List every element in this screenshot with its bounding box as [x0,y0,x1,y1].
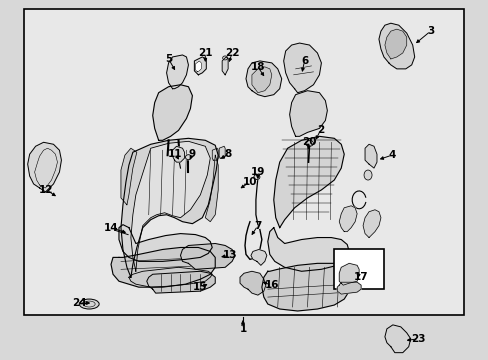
Polygon shape [129,267,212,287]
Polygon shape [283,43,321,93]
Polygon shape [250,249,266,265]
Polygon shape [119,225,212,261]
Text: 13: 13 [223,251,237,260]
Polygon shape [267,228,348,271]
Text: 22: 22 [224,48,239,58]
Text: 20: 20 [302,137,316,147]
Ellipse shape [305,140,313,146]
Text: 24: 24 [72,298,86,308]
Polygon shape [152,85,192,140]
Text: 9: 9 [188,149,196,159]
Text: 12: 12 [39,185,54,195]
Polygon shape [339,206,356,231]
Polygon shape [251,67,271,93]
Text: 21: 21 [198,48,212,58]
Polygon shape [195,61,201,72]
Text: 2: 2 [316,125,324,135]
Polygon shape [166,55,188,89]
Text: 16: 16 [264,280,279,290]
Polygon shape [111,247,215,287]
Polygon shape [205,155,218,222]
Polygon shape [121,148,137,205]
Polygon shape [262,264,350,311]
Polygon shape [212,148,218,160]
Polygon shape [194,57,206,75]
Text: 11: 11 [168,149,183,159]
Polygon shape [121,138,218,277]
Polygon shape [339,264,358,285]
Polygon shape [273,136,344,228]
Text: 15: 15 [193,282,207,292]
Polygon shape [245,61,281,96]
Polygon shape [337,282,360,294]
Text: 1: 1 [239,324,246,334]
Text: 6: 6 [300,56,307,66]
Text: 18: 18 [250,62,264,72]
Text: 8: 8 [224,149,231,159]
Ellipse shape [185,155,191,159]
Polygon shape [172,146,184,162]
Ellipse shape [79,299,99,309]
Text: 23: 23 [410,334,425,344]
Polygon shape [146,271,215,293]
Polygon shape [384,325,410,353]
Ellipse shape [222,56,227,60]
Polygon shape [131,141,210,271]
Text: 17: 17 [353,272,367,282]
Text: 3: 3 [426,26,433,36]
Polygon shape [384,29,406,59]
Polygon shape [362,210,380,238]
Text: 14: 14 [103,222,118,233]
Polygon shape [222,57,228,75]
Ellipse shape [253,175,259,180]
Ellipse shape [364,170,371,180]
Text: 4: 4 [387,150,395,160]
Polygon shape [28,142,61,192]
Bar [24,9,463,315]
Text: 19: 19 [250,167,264,177]
Polygon shape [289,91,326,136]
Polygon shape [180,243,235,269]
Polygon shape [365,144,376,168]
Polygon shape [378,23,414,69]
Text: 10: 10 [242,177,257,187]
Text: 5: 5 [164,54,172,64]
Polygon shape [240,271,265,295]
Polygon shape [219,146,224,158]
Bar [334,249,383,289]
Text: 7: 7 [254,221,261,231]
